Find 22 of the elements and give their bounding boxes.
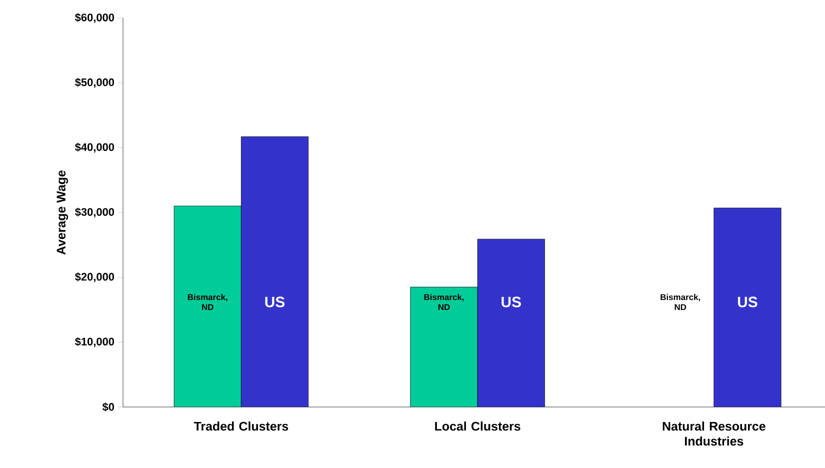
series-label: Bismarck, ND: [424, 294, 464, 310]
bar: [478, 239, 545, 407]
bar: [714, 208, 782, 407]
y-tick-label: $40,000: [75, 142, 114, 153]
y-tick-label: $10,000: [75, 337, 114, 348]
bar: [174, 206, 242, 407]
bar: [241, 136, 308, 407]
text: Bismarck, ND: [660, 294, 700, 310]
y-tick-label: $0: [102, 402, 114, 412]
text: US: [502, 296, 521, 308]
x-tick-label: Traded Clusters: [194, 422, 288, 431]
x-tick-label: Local Clusters: [435, 422, 520, 431]
y-tick-label: $20,000: [75, 272, 114, 282]
text: Bismarck, ND: [188, 294, 228, 310]
text: US: [738, 296, 758, 308]
y-tick-label: $50,000: [75, 78, 114, 88]
x-tick-label: Natural Resource Industries: [662, 422, 766, 446]
bar: [410, 286, 478, 407]
y-axis-title: Average Wage: [56, 170, 68, 255]
y-tick-label: $60,000: [75, 13, 114, 23]
series-label: US: [265, 296, 285, 308]
y-tick-label: $30,000: [75, 208, 114, 218]
